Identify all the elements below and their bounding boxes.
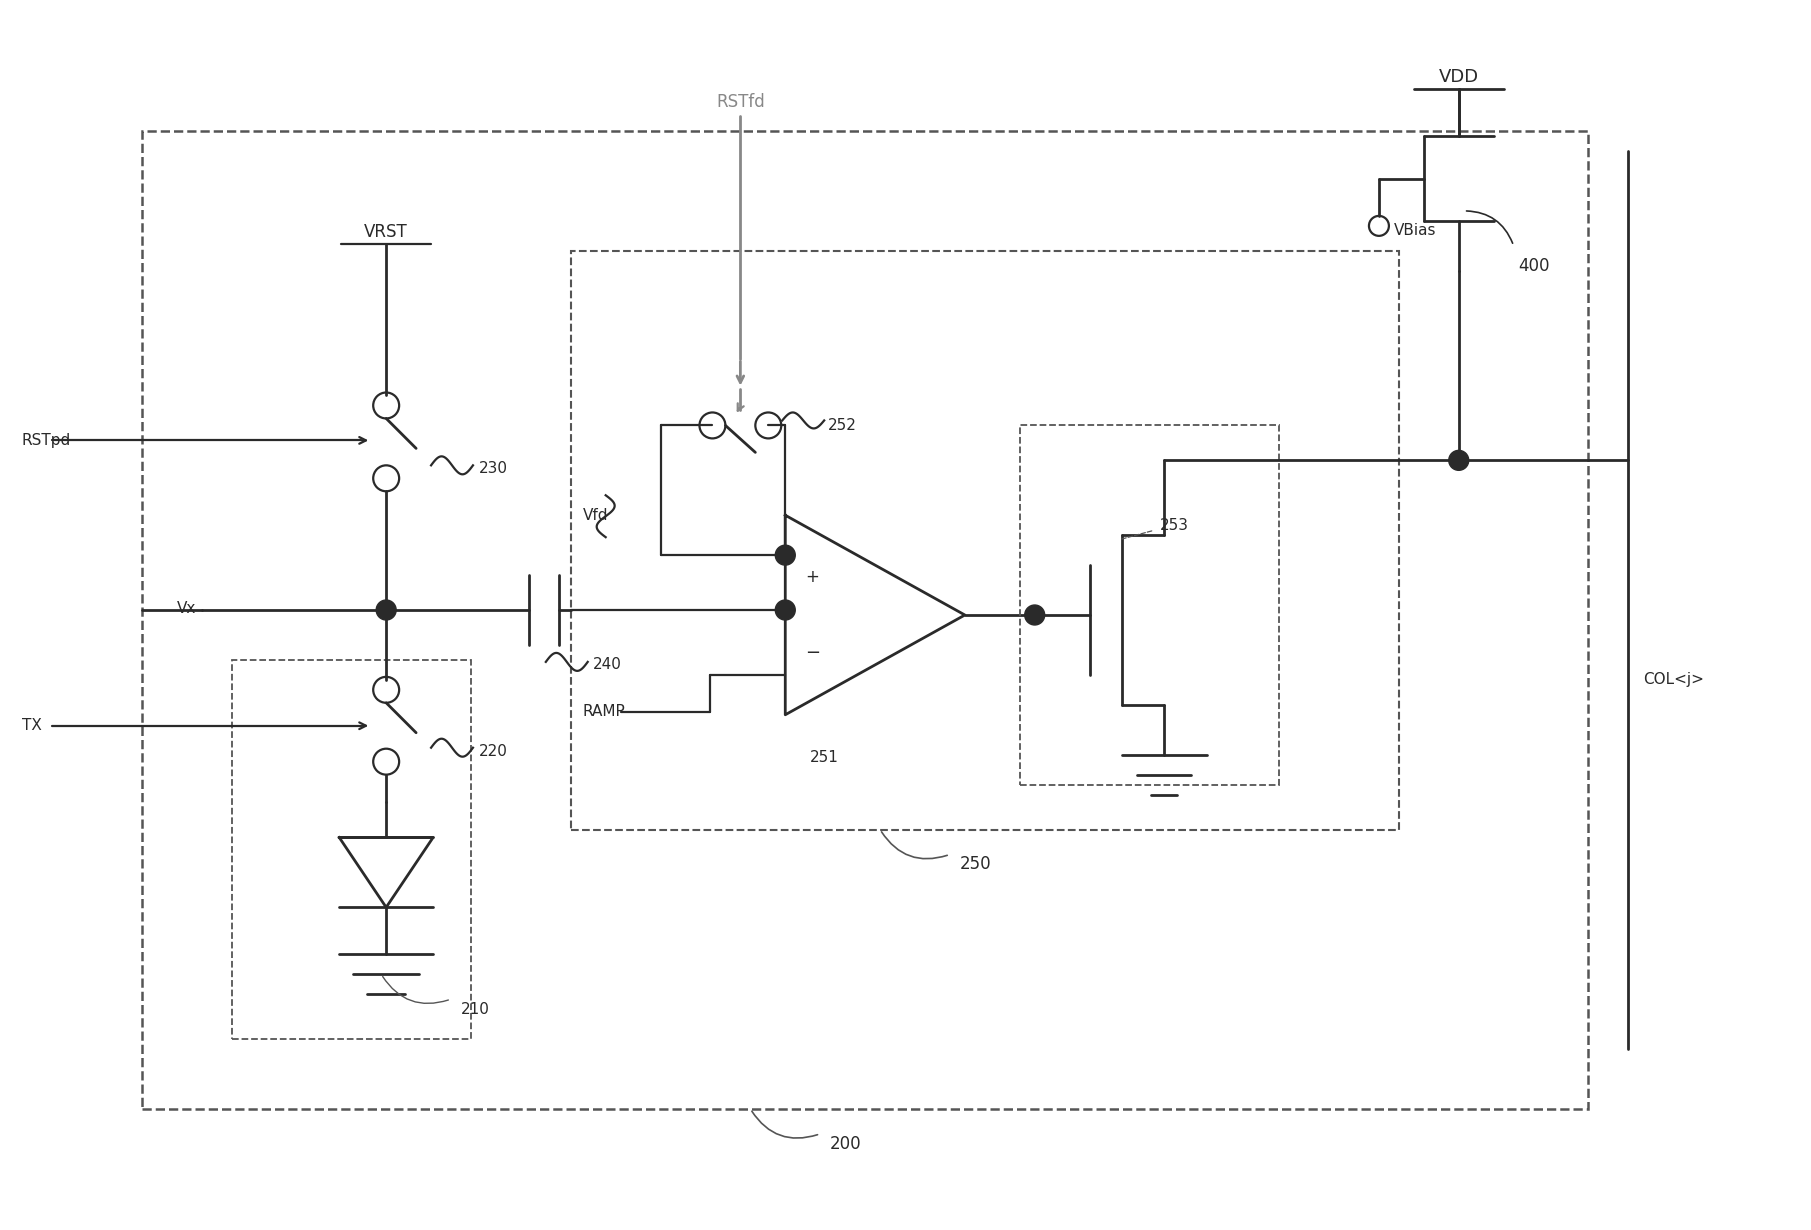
Text: 250: 250 [960,855,991,873]
Circle shape [775,545,795,565]
Bar [570,251,1398,829]
Text: 252: 252 [828,418,857,433]
Circle shape [1025,605,1045,625]
Text: 230: 230 [478,461,507,476]
Bar [141,132,1588,1109]
Text: −: − [806,645,820,662]
Circle shape [775,600,795,620]
Circle shape [1449,450,1469,470]
Text: VDD: VDD [1438,68,1480,86]
Text: 220: 220 [478,744,507,759]
Bar [1020,426,1279,785]
Text: Vx: Vx [177,600,197,615]
Circle shape [377,600,397,620]
Text: 400: 400 [1519,257,1550,274]
Text: COL<j>: COL<j> [1643,673,1704,688]
Text: 240: 240 [592,657,621,673]
Text: 200: 200 [829,1135,862,1153]
Text: VBias: VBias [1394,224,1436,239]
Text: RAMP: RAMP [583,705,625,720]
Bar [232,661,471,1039]
Text: TX: TX [22,718,42,733]
Text: 253: 253 [1159,518,1188,533]
Text: Vfd: Vfd [583,508,608,523]
Text: RSTfd: RSTfd [715,93,764,111]
Text: 210: 210 [462,1001,491,1017]
Text: RSTpd: RSTpd [22,433,71,448]
Text: 251: 251 [810,750,838,765]
Text: VRST: VRST [364,223,407,241]
Text: +: + [806,568,819,585]
